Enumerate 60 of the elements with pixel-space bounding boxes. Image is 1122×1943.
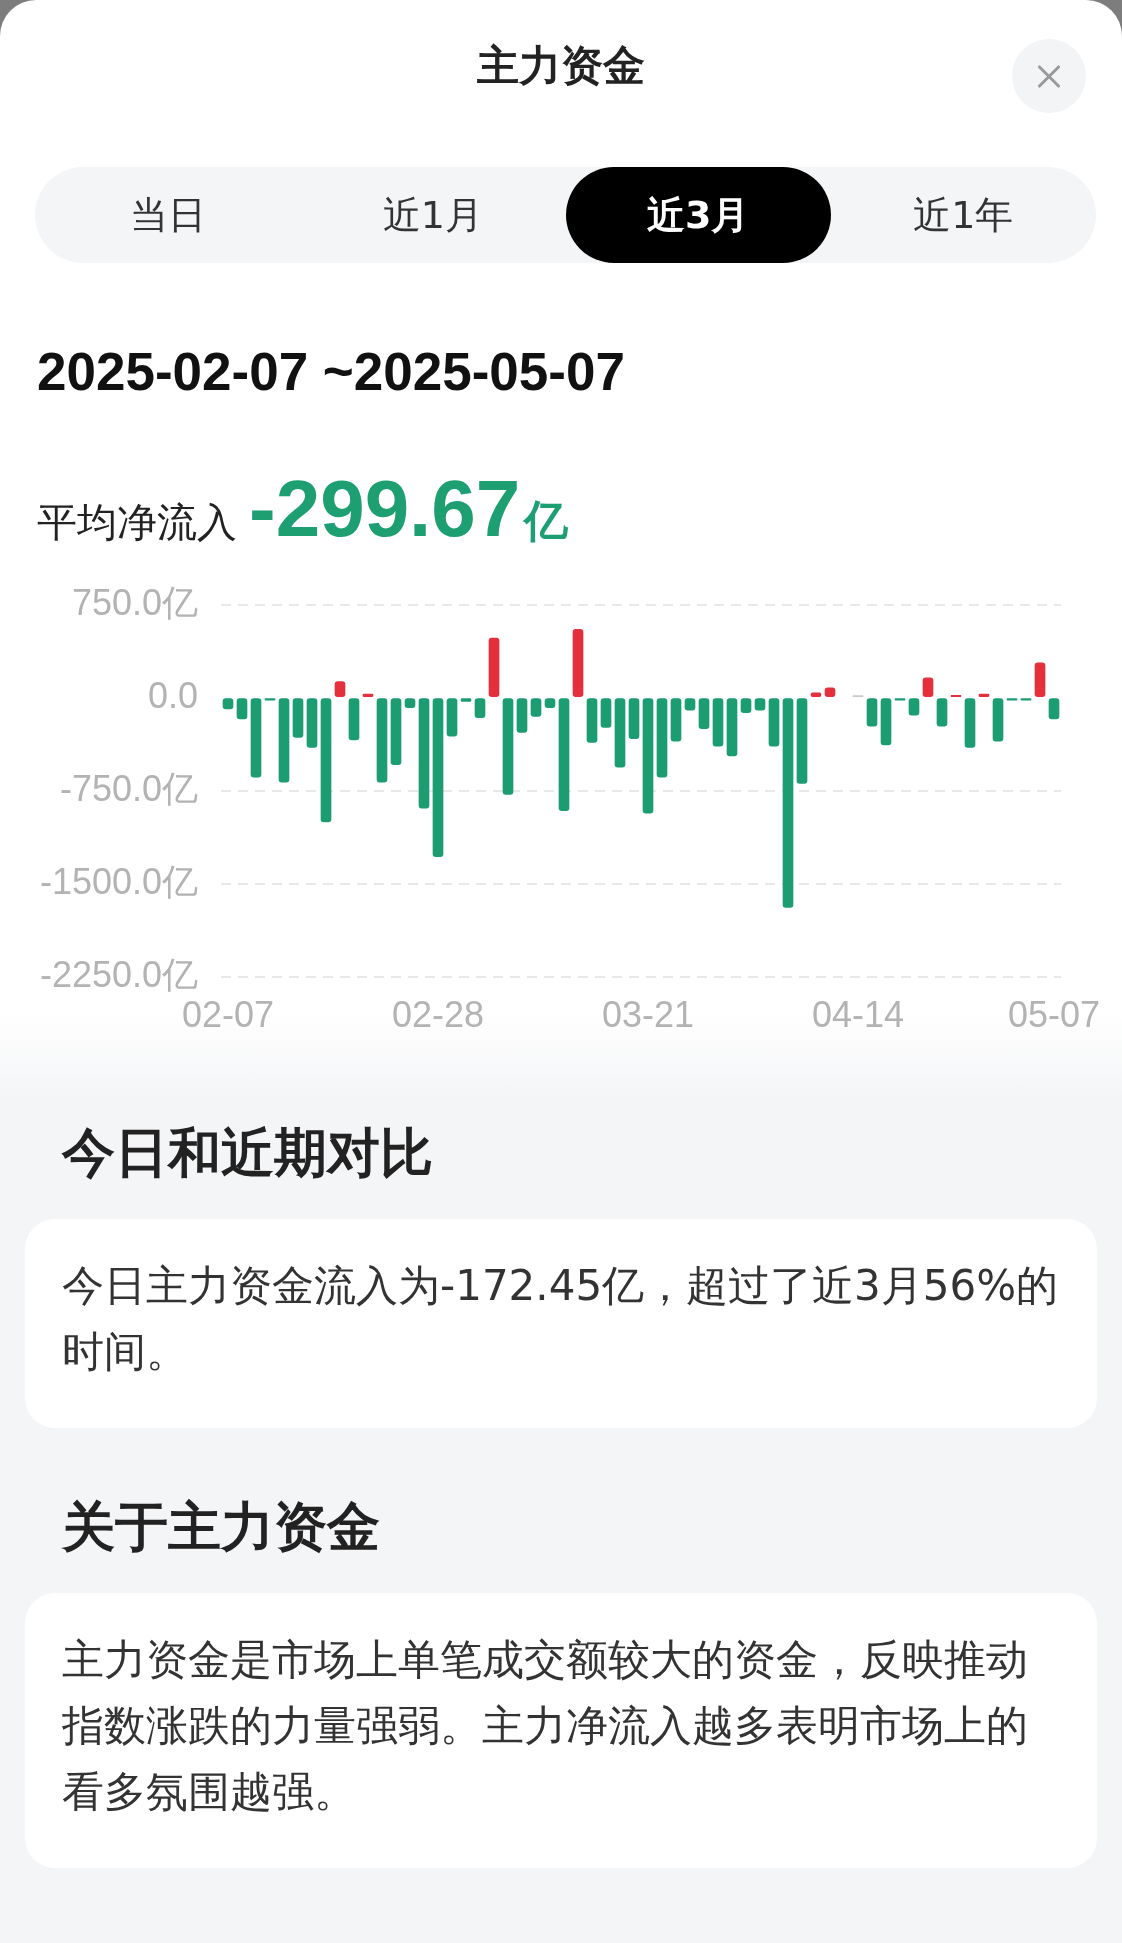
y-tick-label: 750.0亿 [71,581,198,623]
bar [614,698,626,768]
bar [586,698,598,743]
bar [796,698,808,784]
bar [880,698,892,746]
bar [698,698,710,730]
chart-subtitle: 2025-02-07 ~2025-05-07 [37,341,625,403]
bar [600,698,612,728]
bar [642,698,654,814]
x-tick-label: 04-14 [811,993,905,1035]
bar [306,698,318,748]
bar [992,698,1004,742]
bar [488,637,500,698]
y-tick-label: 0.0 [147,674,198,716]
tab-bar: 当日 近1月 近3月 近1年 [35,167,1096,263]
bar [782,698,794,908]
bar [348,698,360,741]
bar [670,698,682,742]
bar [936,698,948,727]
text: -299.67亿 [249,464,569,555]
y-tick-label: -750.0亿 [59,767,198,809]
bar [418,698,430,809]
bar [768,698,780,747]
bar [320,698,332,823]
bar [572,629,584,698]
bar [656,698,668,778]
bar [530,698,542,717]
bar [726,698,738,757]
bar [908,698,920,716]
bar [250,698,262,778]
bar [292,698,304,738]
bar [502,698,514,795]
bar [1048,698,1060,720]
bar [474,698,486,718]
bar [446,698,458,737]
text: 主力资金是市场上单笔成交额较大的资金，反映推动指数涨跌的力量强弱。主力净流入越多表明市场上的看多氛围越强。 [62,1634,1029,1818]
bar [964,698,976,748]
bar [628,698,640,739]
bar [516,698,528,733]
text: 平均净流入 [37,498,237,547]
x-tick-label: 03-21 [601,993,695,1035]
x-tick-label: 02-28 [391,993,485,1035]
text: 今日和近期对比 [62,1121,434,1185]
bar [278,698,290,783]
bar [712,698,724,747]
bar [376,698,388,783]
chart-title: 主力资金 [476,40,646,92]
bar [922,677,934,698]
text: 关于主力资金 [62,1495,381,1559]
y-tick-label: -1500.0亿 [39,860,198,902]
bar [236,698,248,720]
y-tick-label: -2250.0亿 [39,953,198,995]
text: 今日主力资金流入为-172.45亿，超过了近3月56%的时间。 [62,1260,1060,1378]
bar [866,698,878,727]
bar [432,698,444,857]
x-tick-label: 02-07 [181,993,275,1035]
bar [1034,662,1046,698]
bar [558,698,570,811]
bar [390,698,402,766]
x-tick-label: 05-07 [1007,993,1101,1035]
